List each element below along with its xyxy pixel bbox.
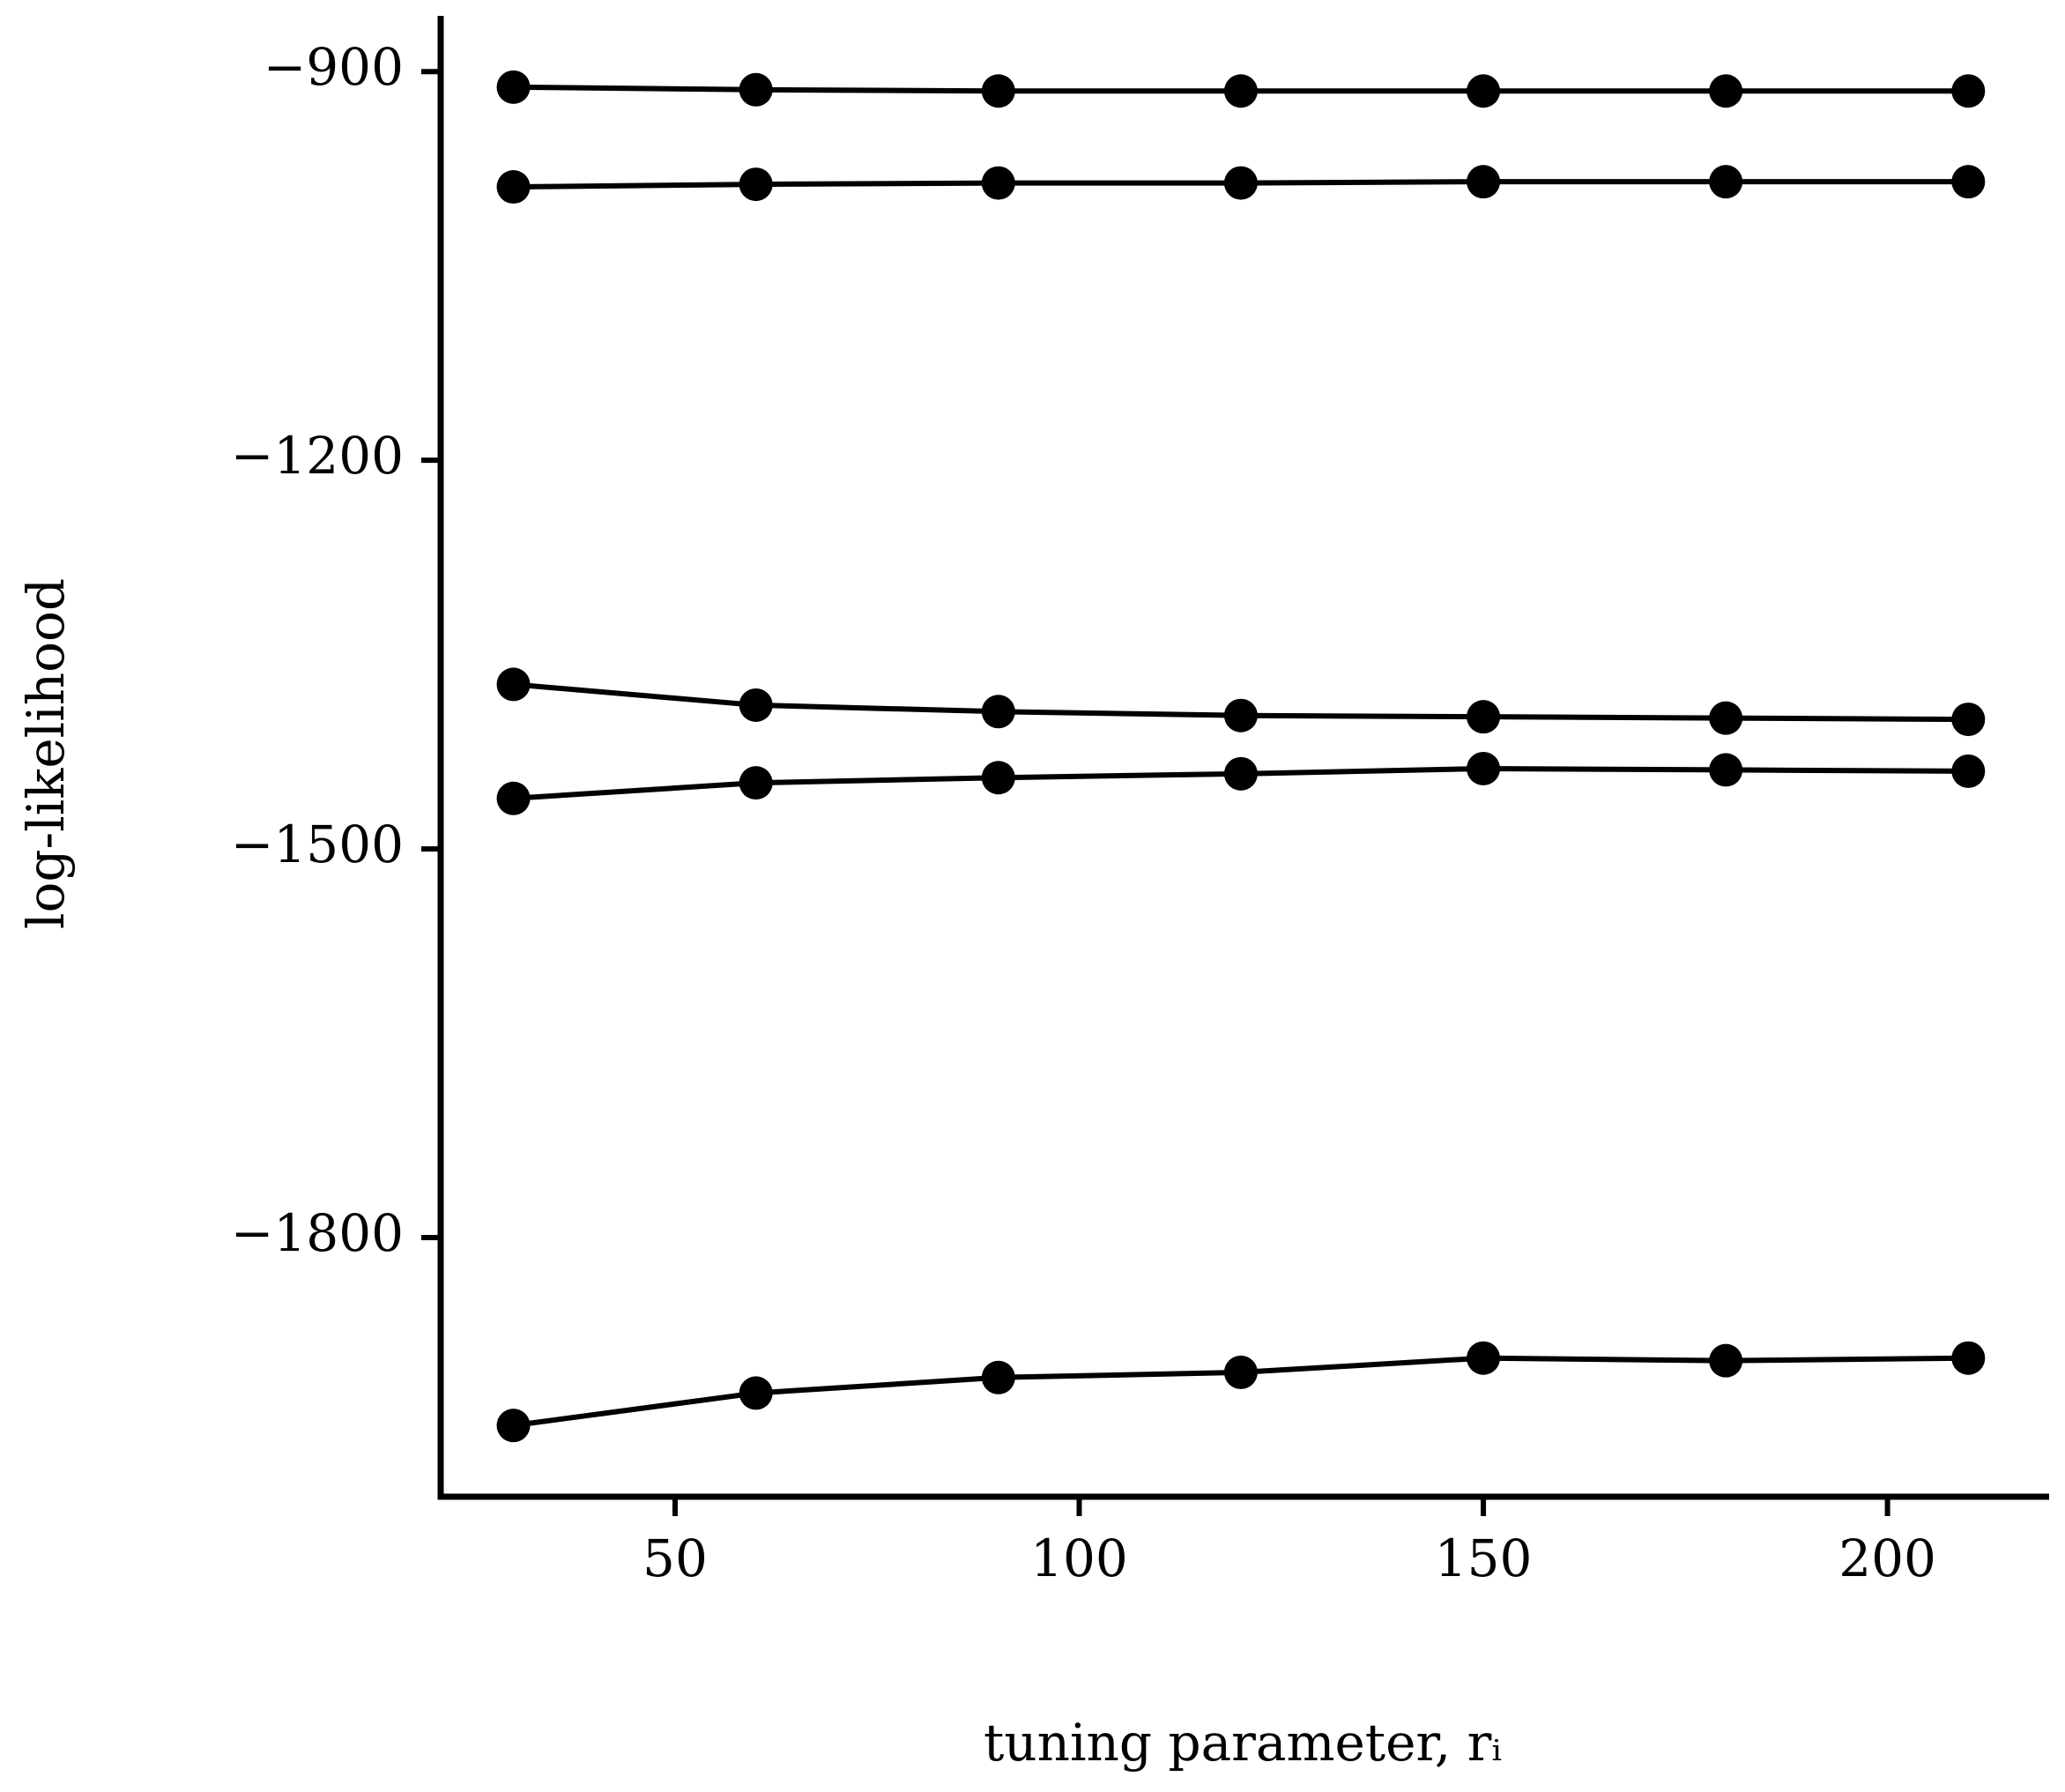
marker — [739, 688, 773, 722]
marker — [1951, 703, 1986, 737]
y-tick-label: −1500 — [231, 814, 404, 874]
marker — [1467, 74, 1501, 108]
marker — [1467, 1341, 1501, 1375]
marker — [739, 766, 773, 800]
marker — [739, 167, 773, 202]
marker — [1709, 1343, 1743, 1378]
marker — [981, 166, 1015, 200]
marker — [496, 170, 531, 204]
marker — [1223, 74, 1258, 108]
marker — [739, 72, 773, 107]
marker — [1709, 753, 1743, 787]
marker — [1467, 751, 1501, 785]
y-axis-label: log-likelihood — [16, 578, 76, 929]
marker — [1951, 1341, 1986, 1375]
marker — [1951, 74, 1986, 108]
marker — [496, 1409, 531, 1443]
marker — [496, 667, 531, 702]
marker — [1709, 74, 1743, 108]
marker — [496, 70, 531, 104]
y-tick-label: −1200 — [231, 426, 404, 486]
marker — [1951, 754, 1986, 788]
marker — [1709, 701, 1743, 735]
marker — [1223, 756, 1258, 791]
marker — [981, 1360, 1015, 1394]
marker — [1223, 1355, 1258, 1389]
x-tick-label: 150 — [1435, 1528, 1533, 1588]
x-tick-label: 50 — [643, 1528, 708, 1588]
marker — [496, 781, 531, 815]
marker — [1467, 165, 1501, 199]
x-tick-label: 100 — [1030, 1528, 1128, 1588]
marker — [1467, 700, 1501, 734]
marker — [1709, 165, 1743, 199]
marker — [981, 74, 1015, 108]
x-axis-label: tuning parameter, rᵢ — [984, 1713, 1502, 1773]
x-tick-label: 200 — [1838, 1528, 1936, 1588]
marker — [1951, 165, 1986, 199]
marker — [981, 761, 1015, 795]
marker — [739, 1376, 773, 1410]
marker — [981, 695, 1015, 729]
y-tick-label: −900 — [264, 37, 404, 97]
marker — [1223, 698, 1258, 732]
y-tick-label: −1800 — [231, 1203, 404, 1263]
marker — [1223, 166, 1258, 200]
